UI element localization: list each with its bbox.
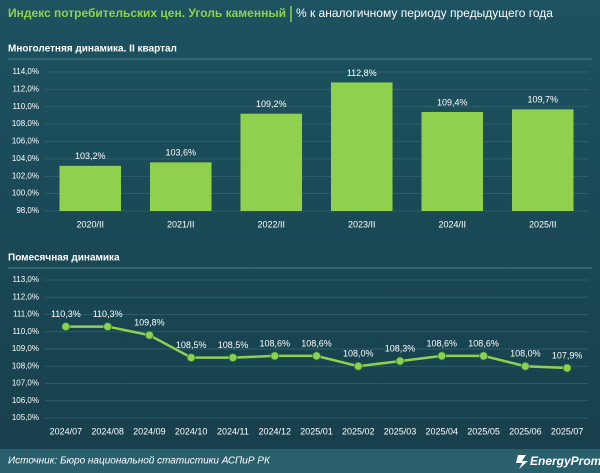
y-tick-label: 105,0% [12, 413, 39, 422]
bar [421, 111, 484, 211]
y-tick-label: 107,0% [12, 379, 39, 388]
value-label: 108,6% [301, 338, 332, 348]
y-tick-label: 98,0% [16, 206, 39, 215]
y-tick-label: 108,0% [12, 119, 39, 128]
y-tick-label: 112,0% [12, 292, 39, 301]
value-label: 109,8% [134, 318, 165, 328]
point [520, 361, 530, 371]
point [228, 353, 238, 363]
point [312, 351, 321, 361]
y-tick-label: 106,0% [12, 137, 39, 146]
y-tick-label: 110,0% [12, 102, 39, 111]
logo: EnergyProm [530, 454, 600, 468]
y-tick-label: 108,0% [12, 361, 39, 370]
value-label: 108,6% [259, 338, 290, 348]
y-tick-label: 112,0% [12, 84, 39, 93]
x-tick-label: 2023/II [348, 219, 376, 229]
x-tick-label: 2025/06 [509, 426, 542, 436]
page-subtitle: % к аналогичному периоду предыдущего год… [296, 6, 553, 20]
value-label: 108,3% [385, 343, 416, 353]
bar [59, 165, 122, 211]
x-tick-label: 2020/II [76, 219, 104, 229]
point [562, 363, 572, 373]
value-label: 109,7% [527, 95, 558, 105]
value-label: 103,2% [75, 151, 106, 161]
x-tick-label: 2024/12 [258, 426, 291, 436]
x-tick-label: 2024/08 [91, 426, 124, 436]
page-title: Индекс потребительских цен. Уголь каменн… [8, 6, 286, 20]
value-label: 109,2% [256, 99, 287, 109]
x-tick-label: 2022/II [257, 219, 285, 229]
x-tick-label: 2025/02 [342, 426, 375, 436]
value-label: 112,8% [347, 68, 377, 78]
value-label: 110,3% [93, 309, 123, 319]
chart-title: Помесячная динамика [8, 253, 120, 264]
value-label: 108,5% [176, 340, 207, 350]
value-label: 109,4% [437, 97, 468, 107]
x-tick-label: 2021/II [167, 219, 195, 229]
value-label: 108,5% [218, 340, 249, 350]
y-tick-label: 109,0% [12, 344, 39, 353]
point [145, 330, 154, 340]
bar [330, 82, 393, 211]
y-tick-label: 106,0% [12, 396, 39, 405]
x-tick-label: 2025/01 [300, 426, 333, 436]
point [61, 322, 71, 331]
point [437, 351, 447, 361]
source: Источник: Бюро национальной статистики А… [8, 456, 271, 467]
y-tick-label: 100,0% [12, 189, 39, 198]
value-label: 108,0% [343, 349, 374, 359]
y-tick-label: 102,0% [12, 171, 39, 180]
point [395, 356, 405, 366]
y-tick-label: 110,0% [12, 327, 39, 336]
chart-title: Многолетняя динамика. II квартал [8, 44, 177, 55]
x-tick-label: 2025/03 [384, 426, 417, 436]
x-tick-label: 2024/11 [217, 426, 249, 436]
point [270, 351, 280, 361]
logo-icon [516, 455, 528, 469]
point [103, 322, 113, 331]
point [186, 353, 196, 363]
y-tick-label: 114,0% [12, 67, 39, 76]
y-tick-label: 111,0% [13, 310, 39, 319]
x-tick-label: 2025/05 [467, 426, 500, 436]
x-tick-label: 2025/II [529, 219, 557, 229]
bar [240, 113, 303, 211]
bar [149, 162, 212, 211]
value-label: 108,0% [510, 349, 541, 359]
x-tick-label: 2025/07 [551, 426, 584, 436]
y-tick-label: 104,0% [12, 154, 39, 163]
x-tick-label: 2024/07 [50, 426, 83, 436]
point [479, 351, 488, 361]
value-label: 110,3% [51, 309, 81, 319]
point [353, 361, 363, 371]
bar [511, 109, 574, 211]
y-tick-label: 113,0% [12, 275, 39, 284]
footer [0, 449, 600, 473]
x-tick-label: 2024/10 [175, 426, 208, 436]
x-tick-label: 2025/04 [426, 426, 459, 436]
value-label: 108,6% [427, 338, 458, 348]
value-label: 107,9% [552, 350, 583, 360]
x-tick-label: 2024/II [438, 219, 466, 229]
x-tick-label: 2024/09 [133, 426, 166, 436]
value-label: 108,6% [468, 338, 499, 348]
value-label: 103,6% [165, 148, 196, 158]
